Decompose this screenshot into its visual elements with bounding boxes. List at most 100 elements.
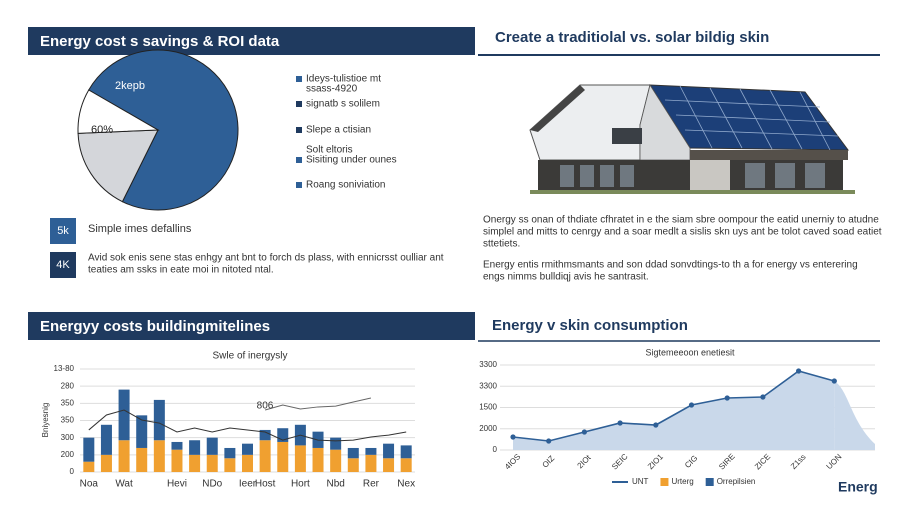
y-tick-label: 13-80 bbox=[54, 364, 75, 373]
bar-segment bbox=[224, 447, 236, 459]
bar-segment bbox=[83, 461, 95, 472]
bar-segment bbox=[118, 440, 130, 472]
y-tick-label: 350 bbox=[61, 416, 75, 425]
legend-marker bbox=[296, 147, 302, 153]
bar-segment bbox=[100, 454, 112, 472]
pie-annotation: 60% bbox=[91, 124, 113, 136]
section-title: Create a traditiolal vs. solar bildig sk… bbox=[495, 29, 769, 46]
header-bar bbox=[28, 27, 475, 55]
series-line bbox=[264, 397, 372, 411]
legend-label: ssass-4920 bbox=[306, 84, 358, 95]
bar-segment bbox=[347, 447, 359, 459]
stat-badge-text: 4K bbox=[56, 259, 70, 271]
y-tick-label: 2000 bbox=[479, 424, 497, 433]
chart-title: Swle of inergysly bbox=[212, 351, 287, 362]
pie-slice bbox=[77, 89, 160, 134]
bar-segment bbox=[294, 445, 306, 472]
series-line bbox=[88, 409, 407, 442]
header-bar bbox=[28, 312, 475, 340]
x-tick-label: SEIC bbox=[610, 452, 630, 472]
bar-segment bbox=[330, 437, 342, 450]
area-tail bbox=[834, 381, 875, 450]
paragraph-line: sttetiets. bbox=[483, 239, 520, 250]
x-tick-label: Wat bbox=[115, 479, 133, 490]
x-tick-label: SIRE bbox=[717, 452, 737, 472]
y-tick-label: 1500 bbox=[479, 403, 497, 412]
x-tick-label: CIG bbox=[683, 454, 699, 470]
x-tick-label: Host bbox=[255, 479, 276, 490]
bar-segment bbox=[242, 443, 253, 455]
x-tick-label: 2IOt bbox=[576, 453, 594, 471]
section-title: Energy cost s savings & ROI data bbox=[40, 33, 280, 50]
logo: Energ bbox=[838, 479, 878, 495]
x-tick-label: ZICE bbox=[753, 452, 772, 471]
x-tick-label: Ieer bbox=[239, 479, 257, 490]
bar-segment bbox=[153, 440, 165, 472]
legend-marker bbox=[296, 127, 302, 133]
legend-marker bbox=[660, 478, 669, 486]
legend-label: Solt eltoris bbox=[306, 145, 353, 156]
legend-marker bbox=[296, 101, 302, 107]
bar-segment bbox=[224, 458, 236, 472]
legend-label: Roang soniviation bbox=[306, 180, 386, 191]
x-tick-label: Z1ss bbox=[789, 452, 808, 471]
legend-marker bbox=[296, 182, 302, 188]
x-tick-label: Nbd bbox=[326, 479, 344, 490]
section-title: Energy v skin consumption bbox=[492, 317, 688, 334]
bar-segment bbox=[277, 428, 289, 442]
legend-label: Slepe a ctisian bbox=[306, 125, 371, 136]
stat-text: Simple imes defallins bbox=[88, 223, 192, 235]
bar-segment bbox=[206, 454, 218, 472]
section-title: Energyy costs buildingmitelines bbox=[40, 318, 270, 335]
x-tick-label: 4IOS bbox=[503, 452, 522, 471]
data-point bbox=[546, 438, 552, 444]
bar-segment bbox=[100, 424, 112, 455]
bar-segment bbox=[171, 449, 183, 472]
x-tick-label: Rer bbox=[363, 479, 380, 490]
data-point bbox=[724, 395, 730, 401]
x-tick-label: ZIO1 bbox=[646, 452, 665, 471]
pie-annotation: 2kepb bbox=[115, 80, 145, 92]
y-axis-label: Bniyesnig bbox=[41, 403, 50, 438]
x-tick-label: Hort bbox=[291, 479, 310, 490]
x-tick-label: Hevi bbox=[167, 479, 187, 490]
y-tick-label: 200 bbox=[61, 450, 75, 459]
bar-segment bbox=[312, 447, 324, 472]
x-tick-label: OIZ bbox=[541, 454, 557, 470]
x-tick-label: NDo bbox=[202, 479, 222, 490]
series-line bbox=[512, 370, 835, 442]
bar-segment bbox=[365, 454, 377, 472]
bar-segment bbox=[259, 429, 271, 441]
legend-label: UNT bbox=[632, 477, 649, 486]
stat-badge-text: 5k bbox=[57, 225, 69, 237]
legend-marker bbox=[296, 157, 302, 163]
bar-segment bbox=[189, 440, 201, 455]
y-tick-label: 300 bbox=[61, 433, 75, 442]
legend-marker bbox=[296, 76, 302, 82]
data-point bbox=[581, 429, 588, 435]
paragraph-line: Onergy ss onan of thdiate cfhratet in e … bbox=[483, 215, 879, 226]
paragraph-line: engs nimms bulldiqj avis he santrasit. bbox=[483, 272, 649, 283]
legend-label: signatb s solilem bbox=[306, 99, 380, 110]
data-point bbox=[796, 368, 802, 374]
legend-label: Orrepilsien bbox=[717, 477, 756, 486]
y-tick-label: 0 bbox=[493, 445, 498, 454]
bar-segment bbox=[153, 399, 165, 441]
bar-segment bbox=[189, 454, 201, 472]
bar-segment bbox=[400, 458, 412, 472]
y-tick-label: 3300 bbox=[479, 360, 497, 369]
legend-label: Urterg bbox=[671, 477, 693, 486]
data-point bbox=[831, 378, 837, 384]
y-tick-label: 3300 bbox=[479, 381, 497, 390]
legend-label: Sisiting under ounes bbox=[306, 155, 397, 166]
paragraph-line: Energy entis rmithmsmants and son ddad s… bbox=[483, 260, 858, 271]
x-tick-label: Noa bbox=[80, 479, 99, 490]
data-point bbox=[688, 402, 695, 408]
chart-annotation: 806 bbox=[257, 401, 274, 412]
x-tick-label: UON bbox=[825, 452, 844, 471]
pie-slice bbox=[77, 129, 159, 203]
bar-segment bbox=[242, 454, 253, 472]
bar-segment bbox=[136, 447, 148, 472]
x-tick-label: Nex bbox=[397, 479, 415, 490]
legend-marker bbox=[705, 478, 714, 486]
